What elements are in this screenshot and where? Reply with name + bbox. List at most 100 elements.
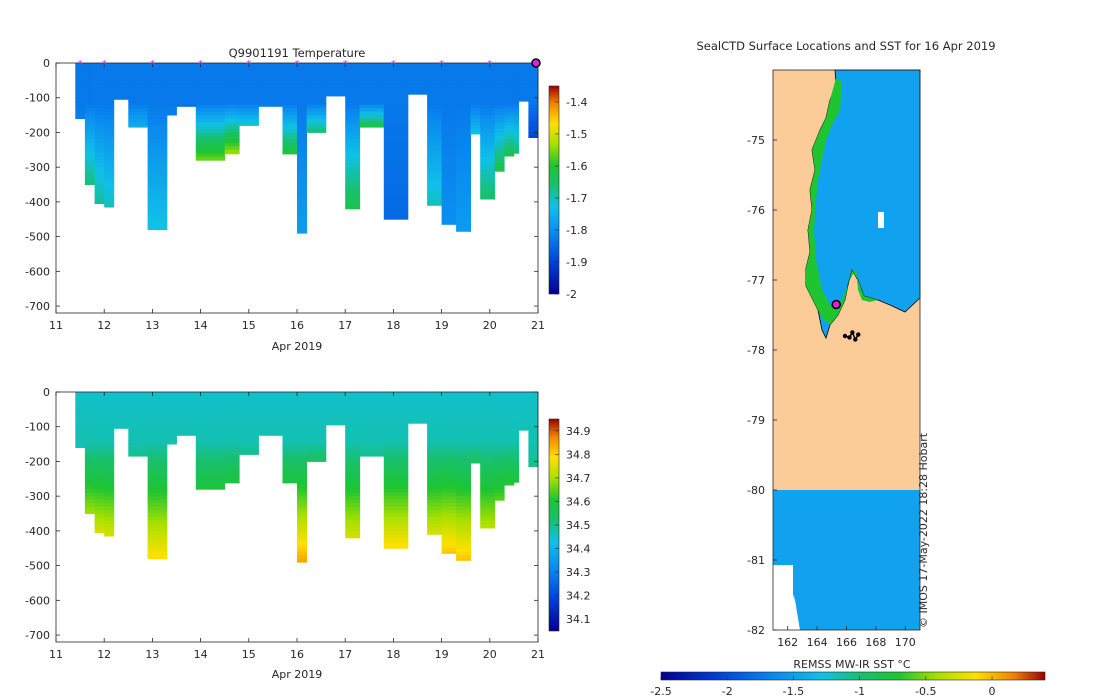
profile-cell-21 (427, 426, 442, 431)
profile-cell-5 (128, 111, 148, 116)
profile-cell-26 (494, 464, 505, 469)
profile-cell-20 (407, 398, 428, 403)
profile-cell-25 (480, 94, 496, 99)
profile-cell-19 (383, 163, 409, 168)
profile-cell-26 (494, 167, 505, 172)
profile-cell-8 (176, 416, 197, 421)
profile-cell-21 (427, 458, 442, 462)
profile-cell-23 (456, 229, 471, 232)
profile-cell-7 (166, 419, 177, 424)
profile-cell-21 (427, 101, 442, 106)
profile-cell-18 (359, 437, 385, 441)
x-tick-label: 17 (338, 648, 352, 661)
profile-cell-2 (94, 132, 105, 137)
profile-cell-23 (456, 489, 471, 494)
profile-cell-24 (470, 402, 481, 407)
profile-cell-17 (345, 499, 361, 504)
profile-cell-4 (113, 94, 129, 99)
profile-cell-0 (75, 392, 86, 396)
sst-colorbar-tick-label: -1.5 (783, 685, 804, 698)
profile-cell-1 (84, 468, 95, 473)
profile-cell-17 (345, 451, 361, 455)
profile-cell-25 (480, 506, 496, 511)
profile-cell-21 (427, 160, 442, 165)
profile-cell-23 (456, 440, 471, 445)
profile-cell-7 (166, 423, 177, 428)
profile-cell-29 (518, 398, 529, 403)
profile-cell-28 (513, 475, 520, 480)
lat-tick-label: -81 (747, 554, 765, 567)
profile-cell-30 (528, 447, 539, 452)
colorbar-tick-label: 34.8 (566, 448, 591, 461)
profile-cell-1 (84, 444, 95, 448)
profile-cell-9 (195, 125, 226, 130)
profile-cell-21 (427, 66, 442, 71)
profile-cell-21 (427, 104, 442, 109)
profile-cell-26 (494, 485, 505, 490)
profile-cell-17 (345, 412, 361, 417)
profile-cell-19 (383, 510, 409, 514)
profile-cell-9 (195, 464, 226, 469)
profile-cell-21 (427, 115, 442, 119)
profile-cell-3 (104, 419, 115, 424)
y-tick-label: -500 (25, 560, 50, 573)
profile-cell-23 (456, 392, 471, 396)
profile-cell-2 (94, 94, 105, 99)
profile-cell-26 (494, 97, 505, 102)
profile-cell-11 (239, 426, 259, 431)
profile-cell-13 (282, 412, 298, 417)
profile-cell-1 (84, 160, 95, 165)
profile-cell-1 (84, 458, 95, 462)
profile-cell-6 (147, 492, 168, 497)
colorbar-tick-label: 34.3 (566, 566, 591, 579)
colorbar-tick-label: 34.4 (566, 543, 591, 556)
profile-cell-26 (494, 430, 505, 435)
profile-cell-14 (297, 83, 307, 88)
profile-cell-15 (306, 69, 327, 74)
profile-cell-27 (504, 83, 515, 88)
profile-cell-21 (427, 437, 442, 441)
profile-cell-14 (297, 226, 307, 231)
profile-cell-1 (84, 83, 95, 88)
profile-cell-30 (528, 402, 539, 407)
profile-cell-23 (456, 461, 471, 466)
profile-cell-14 (297, 135, 307, 140)
profile-cell-23 (456, 437, 471, 441)
profile-cell-29 (518, 392, 529, 396)
profile-cell-2 (94, 111, 105, 116)
profile-cell-0 (75, 405, 86, 410)
profile-cell-18 (359, 104, 385, 109)
profile-cell-12 (258, 104, 283, 107)
profile-cell-6 (147, 534, 168, 539)
profile-cell-30 (528, 83, 539, 88)
profile-cell-24 (470, 412, 481, 417)
profile-cell-27 (504, 87, 515, 92)
profile-cell-26 (494, 423, 505, 428)
profile-cell-24 (470, 426, 481, 431)
profile-cell-11 (239, 444, 259, 448)
profile-cell-29 (518, 76, 529, 81)
profile-cell-2 (94, 83, 105, 88)
profile-cell-23 (456, 555, 471, 560)
profile-cell-21 (427, 503, 442, 507)
profile-cell-4 (113, 412, 129, 417)
y-tick-label: -100 (25, 92, 50, 105)
profile-cell-23 (456, 194, 471, 199)
y-tick-label: -500 (25, 231, 50, 244)
profile-cell-19 (383, 503, 409, 507)
profile-cell-26 (494, 468, 505, 473)
ross-sea-sst (805, 69, 921, 340)
profile-cell-6 (147, 499, 168, 504)
profile-cell-27 (504, 97, 515, 102)
profile-cell-2 (94, 520, 105, 525)
profile-cell-7 (166, 402, 177, 407)
profile-cell-17 (345, 80, 361, 85)
profile-cell-6 (147, 430, 168, 435)
profile-cell-28 (513, 430, 520, 435)
profile-cell-23 (456, 76, 471, 81)
profile-cell-23 (456, 142, 471, 147)
profile-cell-4 (113, 392, 129, 396)
profile-cell-1 (84, 416, 95, 421)
y-tick-label: -600 (25, 594, 50, 607)
profile-cell-25 (480, 188, 496, 192)
